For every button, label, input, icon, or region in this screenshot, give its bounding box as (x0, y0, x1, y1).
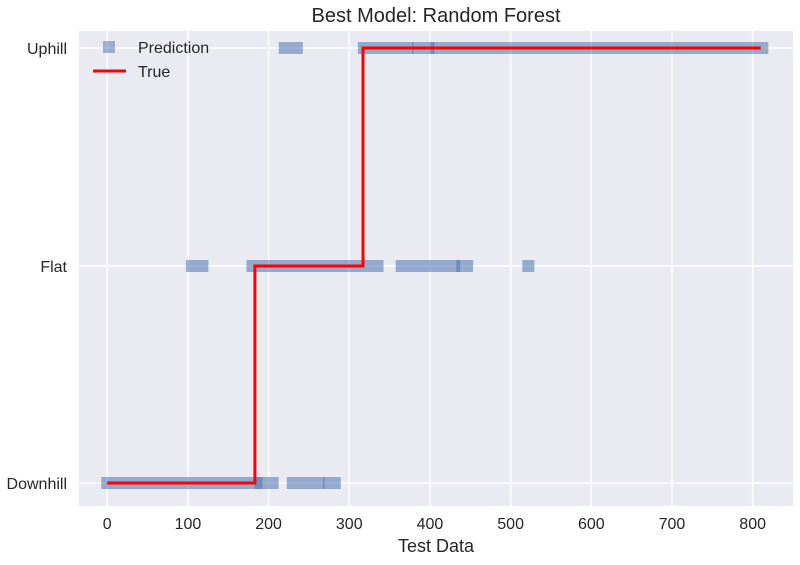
x-tick-label: 200 (255, 516, 282, 533)
y-tick-label: Downhill (7, 476, 67, 493)
x-tick-label: 0 (103, 516, 112, 533)
y-tick-label: Flat (40, 259, 67, 276)
x-axis-ticks: 0 100 200 300 400 500 600 700 800 (103, 516, 766, 533)
prediction-marker (286, 477, 325, 489)
y-axis-ticks: Downhill Flat Uphill (7, 41, 68, 493)
x-axis-label: Test Data (398, 536, 475, 556)
legend-label-prediction: Prediction (138, 40, 209, 57)
true-line (107, 46, 761, 485)
true-series (107, 46, 761, 485)
legend-marker-prediction (103, 41, 115, 53)
prediction-marker (395, 260, 461, 272)
x-tick-label: 800 (739, 516, 766, 533)
prediction-marker (323, 477, 341, 489)
x-tick-label: 700 (659, 516, 686, 533)
prediction-marker (254, 477, 279, 489)
x-tick-label: 500 (497, 516, 524, 533)
prediction-marker (522, 260, 535, 272)
x-tick-label: 300 (336, 516, 363, 533)
chart-title: Best Model: Random Forest (312, 5, 561, 27)
legend-label-true: True (138, 64, 170, 81)
prediction-series (101, 42, 769, 489)
legend: Prediction True (93, 40, 209, 81)
y-tick-label: Uphill (27, 41, 67, 58)
prediction-marker (456, 260, 474, 272)
prediction-marker (185, 260, 209, 272)
x-tick-label: 600 (578, 516, 605, 533)
x-tick-label: 100 (175, 516, 202, 533)
prediction-marker (278, 42, 303, 54)
x-tick-label: 400 (417, 516, 444, 533)
